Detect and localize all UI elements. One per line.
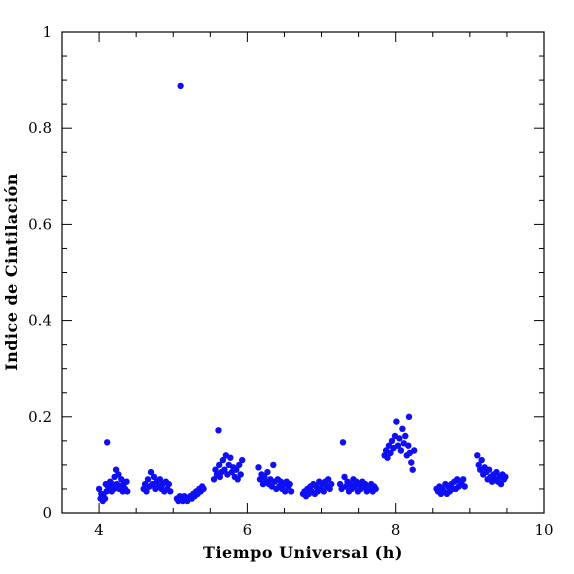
data-point xyxy=(109,480,116,488)
data-point xyxy=(320,488,327,495)
data-point xyxy=(144,476,152,483)
data-point xyxy=(237,471,244,478)
data-point xyxy=(95,485,103,493)
data-point xyxy=(502,473,509,481)
y-tick-label: 0.2 xyxy=(28,408,52,426)
data-point xyxy=(384,454,391,461)
data-point xyxy=(497,480,505,488)
data-point xyxy=(396,435,403,442)
data-point xyxy=(286,480,293,488)
data-point xyxy=(212,466,219,473)
data-point xyxy=(239,456,246,464)
data-point xyxy=(233,466,240,473)
y-tick-label: 0.8 xyxy=(28,119,52,137)
data-point xyxy=(101,495,109,502)
data-point xyxy=(394,442,402,449)
data-point xyxy=(115,471,122,478)
data-point xyxy=(409,466,416,473)
x-tick-label: 6 xyxy=(243,521,253,539)
data-point xyxy=(478,456,485,464)
x-tick-label: 4 xyxy=(94,521,104,539)
data-point xyxy=(474,452,481,459)
y-tick-label: 0.6 xyxy=(28,215,52,233)
data-point xyxy=(104,439,111,446)
data-point xyxy=(341,473,348,481)
data-point xyxy=(255,464,262,471)
data-points xyxy=(95,82,509,505)
data-point xyxy=(118,476,125,483)
data-point xyxy=(399,425,406,432)
data-point xyxy=(147,468,155,476)
data-point xyxy=(110,485,118,493)
data-point xyxy=(387,449,394,457)
x-tick-label: 8 xyxy=(391,521,401,539)
plot-frame xyxy=(61,31,545,514)
data-point xyxy=(485,466,493,473)
data-point xyxy=(215,427,222,434)
axis-ticks xyxy=(61,31,545,514)
y-axis-title: Indice de Cintilación xyxy=(2,173,21,371)
data-point xyxy=(143,488,150,495)
data-point xyxy=(493,468,500,476)
data-point xyxy=(411,447,418,454)
data-point xyxy=(216,461,223,469)
data-point xyxy=(156,476,164,483)
data-point xyxy=(165,480,172,488)
data-point xyxy=(234,476,241,483)
data-point xyxy=(216,473,224,481)
data-point xyxy=(339,439,347,446)
x-tick-label: 10 xyxy=(534,521,553,539)
data-point xyxy=(326,485,333,493)
data-point xyxy=(264,468,271,476)
data-point xyxy=(112,466,120,473)
data-point xyxy=(200,485,207,493)
data-point xyxy=(328,480,335,488)
data-point xyxy=(460,476,467,483)
x-axis-title: Tiempo Universal (h) xyxy=(203,543,403,562)
data-point xyxy=(388,437,396,445)
data-point xyxy=(282,488,289,495)
data-point xyxy=(227,454,234,461)
data-point xyxy=(408,459,415,466)
data-point xyxy=(393,418,400,425)
data-point xyxy=(124,488,131,495)
data-point xyxy=(219,456,227,464)
data-point xyxy=(402,432,409,440)
y-tick-label: 1 xyxy=(42,23,52,41)
data-point xyxy=(287,488,295,495)
data-point xyxy=(336,480,344,488)
data-point xyxy=(221,466,228,473)
data-point xyxy=(270,461,277,469)
data-point xyxy=(405,413,413,420)
data-point xyxy=(372,485,379,493)
y-tick-label: 0 xyxy=(42,504,52,522)
data-point xyxy=(475,461,482,469)
data-point xyxy=(177,82,184,90)
data-point xyxy=(150,473,158,481)
data-point xyxy=(167,488,174,495)
data-point xyxy=(123,478,130,485)
data-point xyxy=(210,476,218,483)
y-tick-label: 0.4 xyxy=(28,312,52,330)
data-point xyxy=(397,447,405,454)
data-point xyxy=(236,461,243,469)
data-point xyxy=(461,483,468,490)
data-point xyxy=(325,476,332,483)
data-point xyxy=(261,473,268,481)
tick-labels: 4 6 8 10 0 0.2 0.4 0.6 0.8 1 xyxy=(28,23,553,539)
data-point xyxy=(405,442,412,449)
